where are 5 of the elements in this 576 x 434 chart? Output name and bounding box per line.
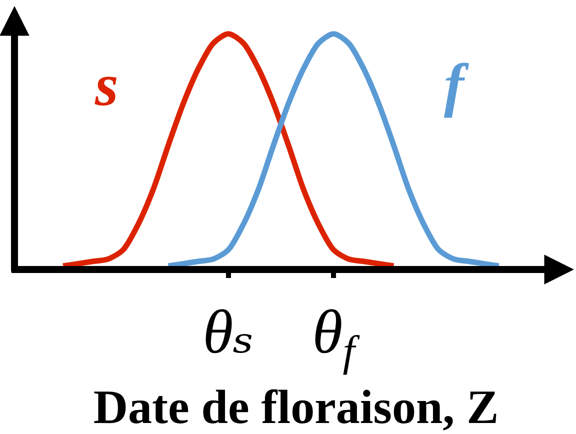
series-label: f — [444, 52, 469, 118]
x-tick-label: θ$_{f}$ — [312, 298, 361, 376]
x-tick-label: θₛ — [202, 298, 254, 366]
x-axis-title: Date de floraison, Z — [93, 381, 499, 434]
series-label: s — [94, 52, 118, 118]
